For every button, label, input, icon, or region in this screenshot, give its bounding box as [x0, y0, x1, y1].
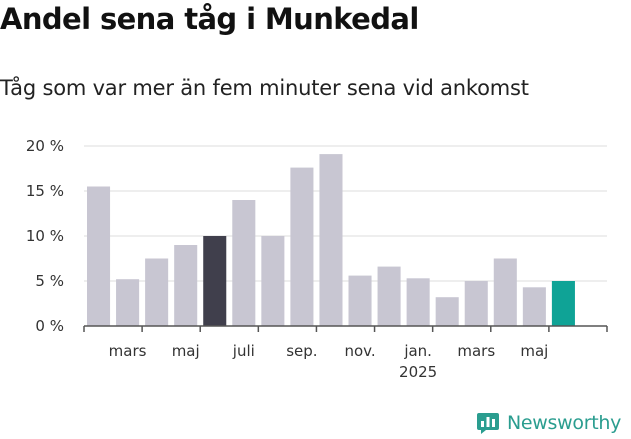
brand-name: Newsworthy — [507, 412, 622, 434]
x-tick-label: mars — [457, 342, 495, 360]
x-tick-label: sep. — [286, 342, 317, 360]
bar — [290, 167, 314, 326]
y-tick-label: 10 % — [26, 227, 64, 245]
bar — [116, 279, 140, 326]
newsworthy-logo-icon — [477, 413, 499, 434]
bar — [348, 275, 372, 326]
y-tick-labels: 0 % 5 % 10 % 15 % 20 % — [26, 137, 64, 335]
x-tick-labels: mars maj juli sep. nov. jan. 2025 mars maj — [109, 342, 549, 381]
y-tick-label: 15 % — [26, 182, 64, 200]
x-tick-label: jan. — [403, 342, 432, 360]
chart-title: Andel sena tåg i Munkedal — [0, 2, 419, 36]
x-tick-label: maj — [172, 342, 200, 360]
bar — [406, 278, 430, 326]
bar — [377, 266, 401, 326]
chart-subtitle: Tåg som var mer än fem minuter sena vid … — [0, 76, 529, 100]
x-tick-label: juli — [232, 342, 255, 360]
bar — [464, 281, 488, 326]
bar — [145, 258, 169, 326]
bar — [319, 154, 343, 326]
bar — [232, 200, 256, 326]
bar — [435, 297, 459, 326]
bar — [493, 258, 517, 326]
x-tick-label: mars — [109, 342, 147, 360]
bar — [203, 236, 227, 326]
y-tick-label: 5 % — [35, 272, 64, 290]
x-tick-label: maj — [520, 342, 548, 360]
gridlines — [84, 145, 607, 282]
brand-logo: Newsworthy — [476, 408, 621, 438]
x-axis — [83, 325, 608, 332]
x-tick-year-label: 2025 — [399, 363, 437, 381]
bar — [87, 186, 111, 326]
y-tick-label: 20 % — [26, 137, 64, 155]
x-tick-label: nov. — [344, 342, 375, 360]
bar — [174, 245, 198, 326]
bar — [261, 236, 285, 326]
bars — [87, 154, 575, 326]
bar — [551, 281, 575, 326]
y-tick-label: 0 % — [35, 317, 64, 335]
bar — [522, 287, 546, 326]
